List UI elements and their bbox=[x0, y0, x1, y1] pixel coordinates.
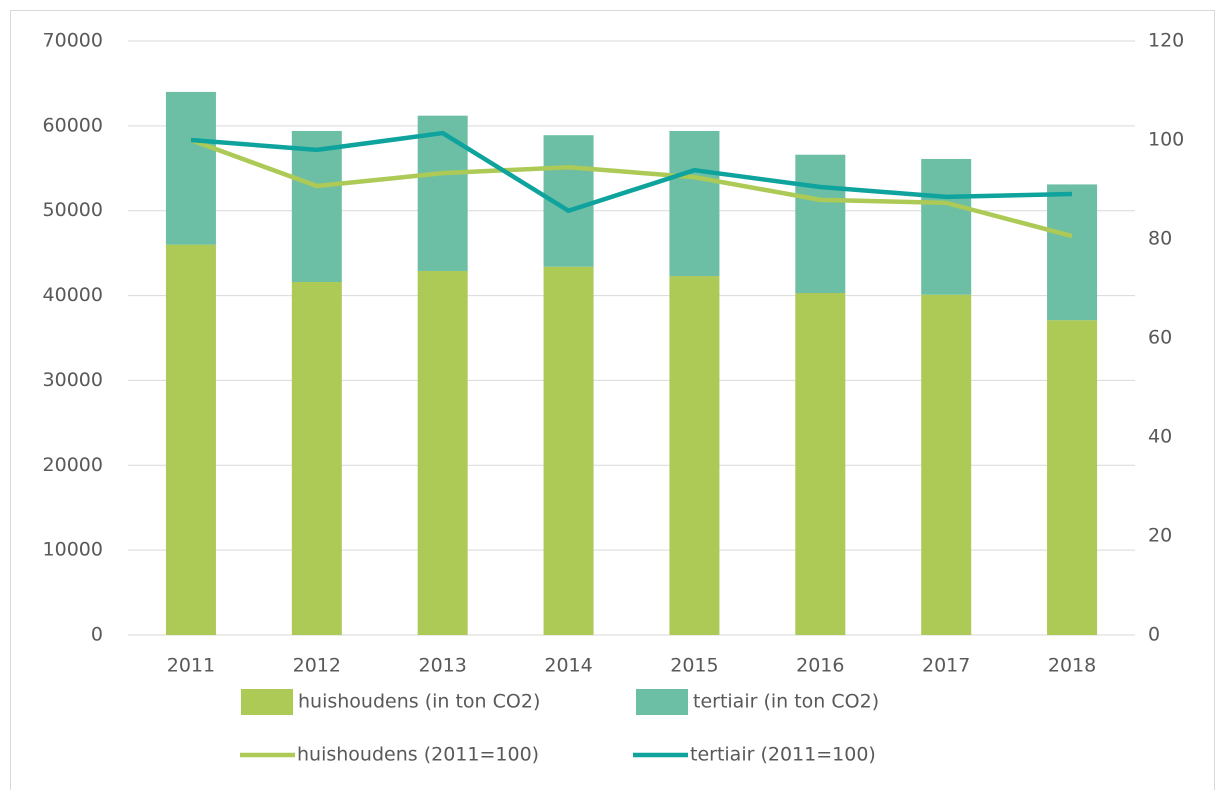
y-tick-label: 70000 bbox=[43, 30, 103, 52]
legend-label: huishoudens (2011=100) bbox=[297, 744, 539, 766]
bar bbox=[921, 158, 972, 295]
y-tick-label: 30000 bbox=[43, 369, 103, 391]
bar bbox=[921, 294, 972, 635]
bar bbox=[417, 115, 468, 271]
bar bbox=[291, 130, 342, 282]
bar bbox=[1047, 320, 1098, 635]
y2-tick-label: 80 bbox=[1148, 228, 1172, 250]
x-tick-label: 2015 bbox=[670, 655, 718, 677]
x-tick-label: 2018 bbox=[1048, 655, 1096, 677]
bar bbox=[1047, 184, 1098, 321]
bar bbox=[543, 266, 594, 635]
y2-tick-label: 60 bbox=[1148, 327, 1172, 349]
bar bbox=[669, 276, 720, 635]
bar bbox=[417, 270, 468, 635]
bar bbox=[795, 154, 846, 294]
y-tick-label: 10000 bbox=[43, 539, 103, 561]
line bbox=[190, 130, 1073, 214]
y-tick-label: 50000 bbox=[43, 199, 103, 221]
x-tick-label: 2012 bbox=[293, 655, 341, 677]
bar bbox=[795, 293, 846, 635]
x-tick-label: 2017 bbox=[922, 655, 970, 677]
legend-label: tertiair (in ton CO2) bbox=[693, 691, 879, 713]
legend-label: tertiair (2011=100) bbox=[690, 744, 876, 766]
y-tick-label: 60000 bbox=[43, 114, 103, 136]
legend-swatch bbox=[241, 689, 293, 715]
y2-tick-label: 100 bbox=[1148, 129, 1184, 151]
line bbox=[190, 137, 1073, 239]
y-tick-label: 0 bbox=[91, 624, 103, 646]
legend-label: huishoudens (in ton CO2) bbox=[298, 691, 540, 713]
y2-tick-label: 40 bbox=[1148, 426, 1172, 448]
bar bbox=[291, 281, 342, 635]
y2-tick-label: 120 bbox=[1148, 30, 1184, 52]
bar bbox=[165, 244, 216, 635]
x-tick-label: 2014 bbox=[544, 655, 592, 677]
y2-tick-label: 20 bbox=[1148, 525, 1172, 547]
x-tick-label: 2013 bbox=[419, 655, 467, 677]
bar bbox=[165, 91, 216, 245]
x-tick-label: 2016 bbox=[796, 655, 844, 677]
x-tick-label: 2011 bbox=[167, 655, 215, 677]
y-tick-label: 20000 bbox=[43, 454, 103, 476]
legend-swatch bbox=[636, 689, 688, 715]
y2-tick-label: 0 bbox=[1148, 624, 1160, 646]
y-tick-label: 40000 bbox=[43, 284, 103, 306]
bar bbox=[669, 130, 720, 277]
